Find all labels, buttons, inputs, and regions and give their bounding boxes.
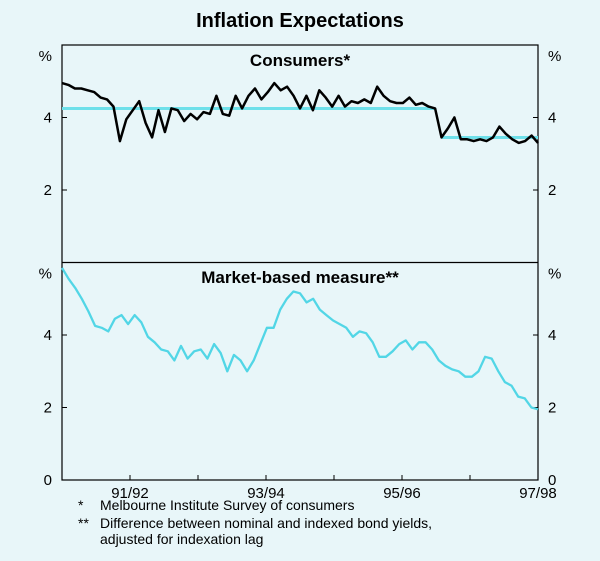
svg-text:4: 4 — [548, 110, 556, 127]
svg-text:Consumers*: Consumers* — [250, 51, 351, 70]
svg-text:4: 4 — [548, 327, 556, 344]
svg-text:Difference between nominal and: Difference between nominal and indexed b… — [100, 515, 432, 531]
chart-container: Inflation Expectations 91/9293/9495/9697… — [0, 0, 600, 561]
svg-text:*: * — [78, 497, 84, 513]
svg-text:%: % — [39, 48, 52, 65]
svg-text:2: 2 — [548, 400, 556, 417]
svg-text:Market-based measure**: Market-based measure** — [201, 268, 399, 287]
svg-text:4: 4 — [44, 327, 52, 344]
svg-text:2: 2 — [44, 400, 52, 417]
svg-text:adjusted for indexation lag: adjusted for indexation lag — [100, 531, 263, 547]
svg-text:**: ** — [78, 515, 89, 531]
svg-text:2: 2 — [44, 182, 52, 199]
chart-svg: 91/9293/9495/9697/982244%%Consumers*0022… — [0, 0, 600, 561]
svg-text:0: 0 — [548, 472, 556, 489]
svg-text:2: 2 — [548, 182, 556, 199]
svg-text:%: % — [548, 266, 561, 283]
svg-text:0: 0 — [44, 472, 52, 489]
svg-text:Melbourne Institute Survey of: Melbourne Institute Survey of consumers — [100, 497, 354, 513]
svg-text:95/96: 95/96 — [383, 485, 421, 502]
svg-text:%: % — [39, 266, 52, 283]
svg-text:4: 4 — [44, 110, 52, 127]
svg-text:%: % — [548, 48, 561, 65]
